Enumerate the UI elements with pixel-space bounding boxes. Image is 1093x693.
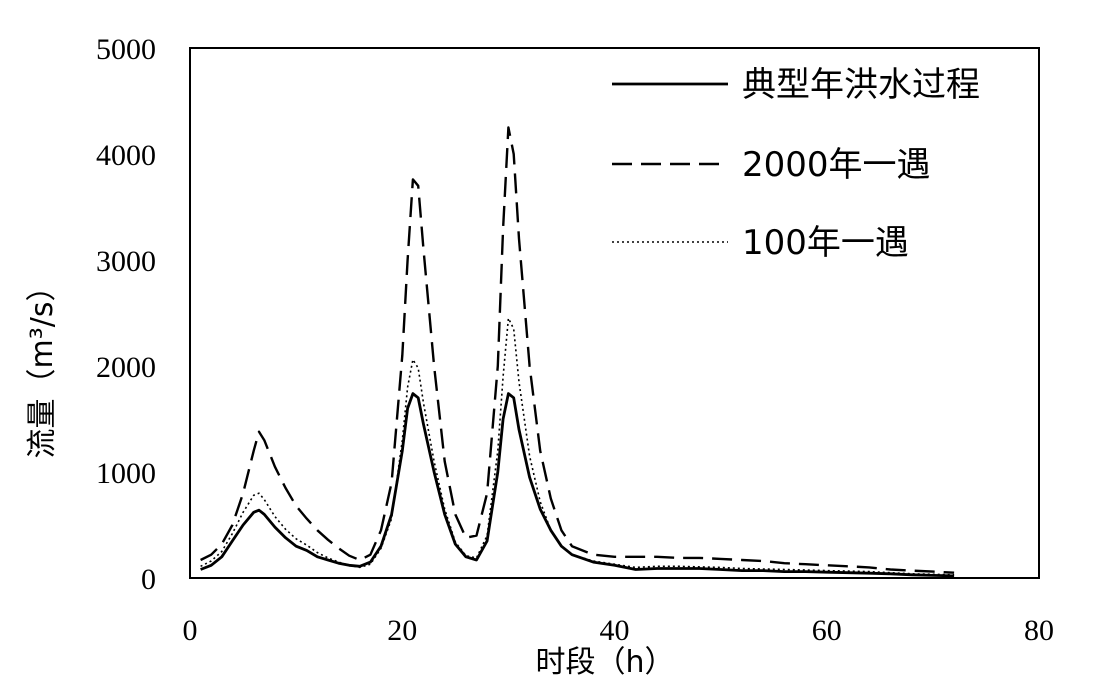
y-tick-label: 3000 [96,245,156,278]
series-line-3 [200,317,955,576]
y-tick-labels: 0 1000 2000 3000 4000 5000 [96,33,156,596]
legend-label-3: 100年一遇 [742,223,909,263]
y-tick-label: 1000 [96,457,156,490]
legend-label-2: 2000年一遇 [742,145,931,185]
x-tick-label: 0 [183,614,198,647]
x-tick-label: 60 [812,614,842,647]
y-tick-label: 5000 [96,33,156,66]
x-tick-label: 80 [1024,614,1054,647]
x-tick-label: 20 [387,614,417,647]
plot-area-frame [189,47,1040,579]
series-line-1 [200,392,955,578]
legend-label-1: 典型年洪水过程 [742,65,980,105]
series-line-2 [200,126,955,574]
y-tick-label: 0 [141,563,156,596]
x-tick-label: 40 [600,614,630,647]
y-axis-title: 流量（m³/s） [25,272,60,459]
x-axis-title: 时段（h） [535,645,674,680]
series-lines [200,126,955,578]
x-tick-labels: 0 20 40 60 80 [183,614,1055,647]
legend: 典型年洪水过程 2000年一遇 100年一遇 [612,65,980,263]
y-tick-label: 4000 [96,139,156,172]
y-tick-label: 2000 [96,351,156,384]
